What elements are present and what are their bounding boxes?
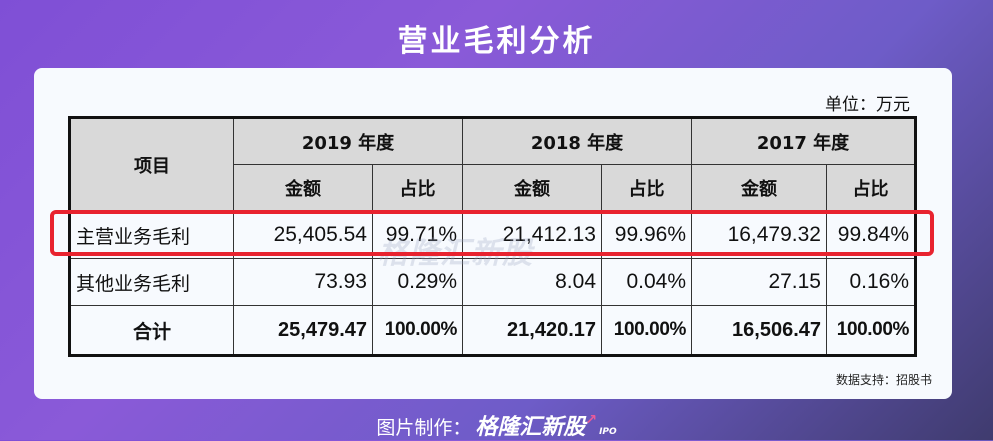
header-share: 占比 — [372, 164, 463, 212]
cell-value: 100.00% — [826, 305, 916, 356]
cell-value: 100.00% — [601, 305, 692, 356]
footer-brand: 格隆汇新股 — [475, 415, 586, 440]
header-year-2017: 2017 年度 — [691, 117, 916, 165]
table-row-other: 其他业务毛利 73.93 0.29% 8.04 0.04% 27.15 0.16… — [69, 258, 916, 306]
header-amount: 金额 — [233, 164, 373, 212]
header-amount: 金额 — [691, 164, 827, 212]
footer-ipo: IPO — [599, 427, 617, 437]
header-year-2018: 2018 年度 — [462, 117, 692, 165]
cell-value: 73.93 — [233, 258, 373, 306]
header-share: 占比 — [601, 164, 692, 212]
footer-prefix: 图片制作： — [376, 417, 472, 439]
cell-value: 21,412.13 — [462, 211, 602, 259]
page-title: 营业毛利分析 — [397, 24, 596, 59]
cell-value: 8.04 — [462, 258, 602, 306]
cell-value: 16,506.47 — [691, 305, 827, 356]
data-source-note: 数据支持：招股书 — [835, 373, 932, 387]
table-row-main: 主营业务毛利 25,405.54 99.71% 21,412.13 99.96%… — [69, 211, 916, 259]
cell-value: 100.00% — [372, 305, 463, 356]
cell-value: 0.29% — [372, 258, 463, 306]
header-year-2019: 2019 年度 — [233, 117, 463, 165]
cell-value: 21,420.17 — [462, 305, 602, 356]
cell-value: 0.04% — [601, 258, 692, 306]
cell-value: 27.15 — [691, 258, 827, 306]
cell-value: 0.16% — [826, 258, 916, 306]
header-item: 项目 — [69, 117, 234, 212]
header-row-sub: 金额 占比 金额 占比 金额 占比 — [70, 164, 916, 212]
footer-credit: 图片制作： 格隆汇新股↗IPO — [0, 409, 993, 441]
gross-profit-table: 项目 2019 年度 2018 年度 2017 年度 金额 占比 金额 占比 金… — [68, 116, 917, 357]
content-card: 单位：万元 项目 2019 年度 2018 年度 2017 年度 金额 占比 金… — [34, 68, 952, 399]
header-amount: 金额 — [462, 164, 602, 212]
cell-value: 25,479.47 — [233, 305, 373, 356]
header-row-years: 项目 2019 年度 2018 年度 2017 年度 — [69, 117, 916, 212]
cell-value: 99.96% — [601, 211, 692, 259]
arrow-icon: ↗ — [585, 412, 598, 428]
row-label: 合计 — [69, 305, 234, 356]
table-row-total: 合计 25,479.47 100.00% 21,420.17 100.00% 1… — [69, 305, 916, 356]
row-label: 其他业务毛利 — [69, 258, 234, 306]
unit-label: 单位：万元 — [825, 95, 910, 115]
header-share: 占比 — [826, 164, 916, 212]
cell-value: 99.84% — [826, 211, 916, 259]
highlight-box — [50, 210, 934, 256]
